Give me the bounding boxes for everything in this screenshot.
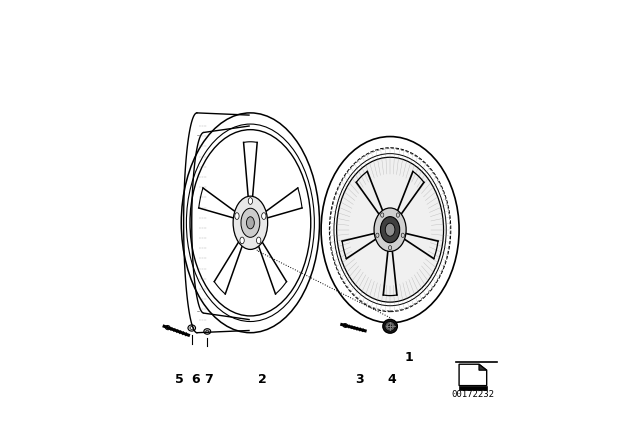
Ellipse shape [401,233,404,237]
Ellipse shape [248,198,253,204]
Ellipse shape [240,237,244,244]
Ellipse shape [188,325,196,331]
Polygon shape [459,364,486,386]
Ellipse shape [374,208,406,251]
Polygon shape [459,386,486,391]
Ellipse shape [235,213,239,220]
Ellipse shape [262,213,266,220]
Ellipse shape [165,326,170,330]
Ellipse shape [383,319,397,333]
Ellipse shape [396,213,399,217]
Text: 00172232: 00172232 [451,390,494,399]
Ellipse shape [257,237,261,244]
Ellipse shape [204,329,211,334]
Ellipse shape [206,330,209,333]
Ellipse shape [376,233,379,237]
Ellipse shape [381,213,384,217]
Polygon shape [479,364,486,370]
Text: 4: 4 [387,373,396,386]
Ellipse shape [337,157,444,302]
Ellipse shape [233,196,268,250]
Ellipse shape [343,323,348,327]
Text: 2: 2 [258,373,267,386]
Text: 1: 1 [404,351,413,364]
Ellipse shape [241,208,260,237]
Text: 5: 5 [175,373,183,386]
Ellipse shape [190,327,193,329]
Ellipse shape [380,217,400,243]
Ellipse shape [385,322,396,331]
Ellipse shape [385,223,395,236]
Ellipse shape [246,217,254,229]
Ellipse shape [387,324,393,329]
Text: 7: 7 [205,373,213,386]
Ellipse shape [388,246,392,250]
Text: 3: 3 [355,373,364,386]
Text: 6: 6 [191,373,200,386]
